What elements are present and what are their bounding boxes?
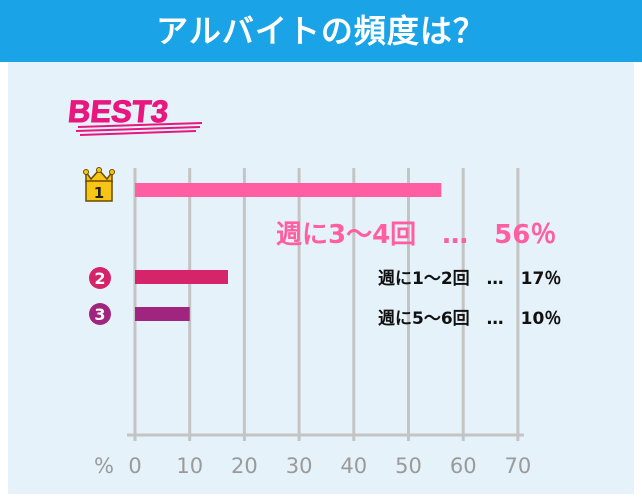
x-tick-label: 70 <box>505 454 532 478</box>
x-tick-label: 30 <box>286 454 313 478</box>
bar <box>135 307 190 321</box>
x-tick-label: 0 <box>128 454 141 478</box>
rank-1-number: 1 <box>94 184 104 202</box>
x-tick-label: 20 <box>231 454 258 478</box>
crown-jewel <box>109 169 115 175</box>
x-axis: 0 10 20 30 40 50 60 70% <box>94 433 532 478</box>
x-tick-label: 50 <box>395 454 422 478</box>
data-label: 週に3〜4回 … 56％ <box>276 220 557 250</box>
bar <box>135 270 228 284</box>
best3-badge-text: BEST3 <box>66 94 170 129</box>
header-title: アルバイトの頻度は？ <box>156 12 486 50</box>
badge-underline-1 <box>77 122 203 128</box>
rank-circle <box>89 303 111 325</box>
data-label: 週に1〜2回 … 17％ <box>378 269 562 289</box>
rank-3-badge: 3 <box>89 303 111 325</box>
badge-underline-3 <box>79 130 197 136</box>
header-bar: アルバイトの頻度は？ <box>0 0 642 62</box>
crown-icon: 1 <box>83 167 115 202</box>
bars <box>135 183 442 321</box>
rank-markers: 1 2 3 <box>83 167 115 325</box>
x-tick-label: 10 <box>176 454 203 478</box>
crown-base <box>85 180 113 202</box>
data-label: 週に5〜6回 … 10％ <box>378 309 562 329</box>
x-tick-label: 40 <box>340 454 367 478</box>
x-axis-label: % <box>94 454 114 478</box>
rank-number: 3 <box>94 305 105 324</box>
rank-number: 2 <box>94 269 105 288</box>
badge-underline-2 <box>75 126 201 132</box>
bar <box>135 183 442 197</box>
best3-badge: BEST3 <box>66 94 203 136</box>
crown-jewel <box>83 169 89 175</box>
crown-jewel <box>96 167 102 173</box>
gridlines <box>133 168 520 441</box>
rank-2-badge: 2 <box>89 267 111 289</box>
x-tick-label: 60 <box>450 454 477 478</box>
rank-circle <box>89 267 111 289</box>
